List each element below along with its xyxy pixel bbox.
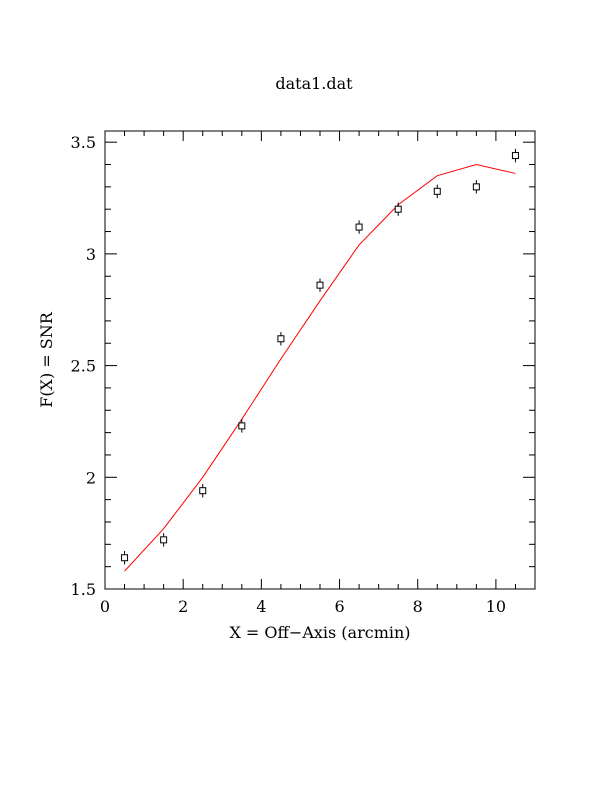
x-axis-label: X = Off−Axis (arcmin) — [229, 623, 410, 642]
y-axis-label: F(X) = SNR — [37, 311, 56, 408]
square-marker — [394, 205, 402, 213]
x-tick-label: 0 — [100, 597, 110, 616]
data-points — [121, 148, 519, 565]
data-point — [238, 419, 246, 433]
square-marker — [511, 152, 519, 160]
square-marker — [433, 187, 441, 195]
y-tick-label: 2 — [86, 468, 96, 487]
square-marker — [238, 422, 246, 430]
y-tick-label: 1.5 — [71, 580, 96, 599]
data-point — [472, 180, 480, 194]
x-tick-labels: 0 2 4 6 8 10 — [100, 597, 506, 616]
y-tick-label: 3.5 — [71, 133, 96, 152]
y-tick-labels: 1.5 2 2.5 3 3.5 — [71, 133, 96, 599]
data-point — [394, 202, 402, 216]
square-marker — [355, 223, 363, 231]
x-tick-label: 10 — [486, 597, 506, 616]
square-marker — [277, 335, 285, 343]
axis-ticks — [104, 131, 536, 590]
square-marker — [121, 554, 129, 562]
data-point — [199, 483, 207, 498]
x-tick-label: 8 — [413, 597, 423, 616]
data-point — [511, 148, 519, 163]
y-tick-label: 2.5 — [71, 357, 96, 376]
square-marker — [199, 487, 207, 495]
data-point — [277, 332, 285, 346]
x-tick-label: 6 — [334, 597, 344, 616]
model-curve — [124, 163, 516, 572]
data-point — [355, 220, 363, 234]
x-tick-label: 2 — [178, 597, 188, 616]
y-tick-label: 3 — [86, 245, 96, 264]
x-tick-label: 4 — [256, 597, 266, 616]
chart-title: data1.dat — [275, 74, 353, 93]
square-marker — [160, 536, 168, 544]
square-marker — [472, 183, 480, 191]
data-point — [316, 278, 324, 292]
data-point — [160, 533, 168, 547]
data-point — [121, 551, 129, 565]
data-point — [433, 184, 441, 199]
square-marker — [316, 281, 324, 289]
